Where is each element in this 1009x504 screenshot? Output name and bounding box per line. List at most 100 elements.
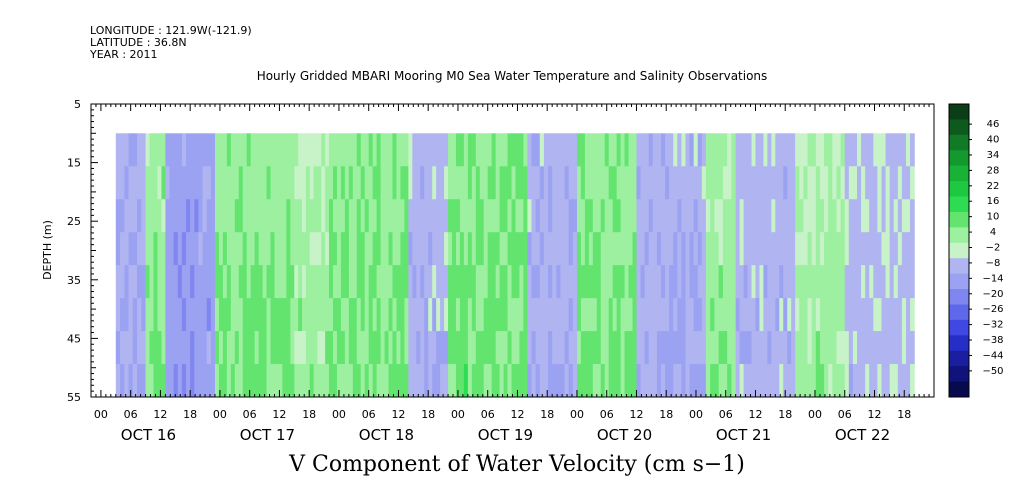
heatmap-cell bbox=[636, 199, 642, 233]
heatmap-cell bbox=[340, 199, 346, 233]
heatmap-cell bbox=[190, 133, 195, 167]
heatmap-cell bbox=[181, 298, 187, 332]
heatmap-cell bbox=[165, 364, 171, 397]
heatmap-cell bbox=[467, 298, 473, 332]
heatmap-cell bbox=[329, 265, 334, 299]
heatmap-cell bbox=[452, 364, 457, 397]
heatmap-cell bbox=[763, 133, 768, 167]
heatmap-cell bbox=[352, 133, 358, 167]
heatmap-cell bbox=[763, 166, 768, 200]
heatmap-cell bbox=[254, 364, 260, 397]
heatmap-cell bbox=[624, 199, 630, 233]
heatmap-cell bbox=[186, 166, 191, 200]
heatmap-cell bbox=[877, 265, 883, 299]
heatmap-cell bbox=[840, 265, 846, 299]
heatmap-cell bbox=[648, 133, 654, 167]
heatmap-cell bbox=[861, 364, 866, 397]
heatmap-cell bbox=[673, 199, 678, 233]
heatmap-cell bbox=[665, 364, 670, 397]
heatmap-cell bbox=[543, 298, 549, 332]
heatmap-cell bbox=[775, 265, 780, 299]
heatmap-cell bbox=[836, 265, 842, 299]
heatmap-cell bbox=[824, 232, 829, 266]
heatmap-cell bbox=[274, 265, 280, 299]
heatmap-cell bbox=[718, 199, 724, 233]
heatmap-cell bbox=[580, 364, 586, 397]
heatmap-cell bbox=[727, 199, 732, 233]
y-tick-label: 45 bbox=[67, 332, 81, 345]
heatmap-cell bbox=[368, 166, 374, 200]
x-tick-label: 00 bbox=[332, 408, 346, 421]
heatmap-cell bbox=[412, 232, 417, 266]
heatmap-cell bbox=[360, 331, 366, 365]
heatmap-cell bbox=[128, 232, 134, 266]
heatmap-cell bbox=[701, 364, 707, 397]
heatmap-cell bbox=[576, 298, 582, 332]
heatmap-cell bbox=[824, 364, 829, 397]
heatmap-cell bbox=[120, 133, 125, 167]
heatmap-cell bbox=[771, 166, 776, 200]
heatmap-cell bbox=[329, 166, 334, 200]
x-tick-label: 06 bbox=[600, 408, 614, 421]
heatmap-cell bbox=[865, 199, 870, 233]
heatmap-cell bbox=[507, 232, 513, 266]
heatmap-cell bbox=[282, 331, 287, 365]
heatmap-cell bbox=[479, 133, 485, 167]
heatmap-cell bbox=[612, 133, 618, 167]
heatmap-cell bbox=[873, 232, 879, 266]
heatmap-cell bbox=[677, 133, 682, 167]
heatmap-cell bbox=[145, 133, 151, 167]
heatmap-cell bbox=[815, 364, 821, 397]
heatmap-cell bbox=[479, 232, 485, 266]
heatmap-cell bbox=[869, 298, 874, 332]
heatmap-cell bbox=[636, 331, 642, 365]
heatmap-cell bbox=[356, 133, 362, 167]
heatmap-cell bbox=[552, 232, 557, 266]
heatmap-cell bbox=[735, 331, 741, 365]
heatmap-cell bbox=[246, 331, 252, 365]
heatmap-cell bbox=[507, 133, 513, 167]
heatmap-cell bbox=[828, 298, 833, 332]
heatmap-cell bbox=[321, 166, 326, 200]
heatmap-cell bbox=[254, 298, 260, 332]
heatmap-cell bbox=[165, 166, 171, 200]
heatmap-cell bbox=[608, 298, 614, 332]
heatmap-cell bbox=[669, 364, 674, 397]
heatmap-cell bbox=[771, 199, 776, 233]
heatmap-cell bbox=[628, 232, 634, 266]
heatmap-cell bbox=[527, 133, 533, 167]
heatmap-cell bbox=[568, 232, 574, 266]
colorbar-swatch bbox=[949, 335, 969, 352]
heatmap-cell bbox=[408, 298, 413, 332]
heatmap-cell bbox=[132, 133, 138, 167]
heatmap-cell bbox=[313, 199, 319, 233]
heatmap-cell bbox=[380, 265, 386, 299]
x-tick-label: 12 bbox=[629, 408, 643, 421]
heatmap-cell bbox=[194, 199, 200, 233]
heatmap-cell bbox=[313, 232, 319, 266]
heatmap-cell bbox=[527, 298, 533, 332]
heatmap-cell bbox=[648, 265, 654, 299]
heatmap-cell bbox=[483, 298, 489, 332]
heatmap-cell bbox=[511, 331, 517, 365]
heatmap-cell bbox=[274, 298, 280, 332]
heatmap-cell bbox=[463, 166, 469, 200]
heatmap-cell bbox=[539, 232, 545, 266]
heatmap-cell bbox=[828, 166, 833, 200]
heatmap-cell bbox=[632, 166, 638, 200]
heatmap-cell bbox=[487, 265, 493, 299]
heatmap-cell bbox=[186, 232, 191, 266]
heatmap-cell bbox=[832, 265, 838, 299]
heatmap-cell bbox=[428, 166, 433, 200]
heatmap-cell bbox=[428, 265, 433, 299]
heatmap-cell bbox=[787, 232, 792, 266]
heatmap-cell bbox=[424, 199, 429, 233]
heatmap-cell bbox=[852, 232, 858, 266]
heatmap-cell bbox=[824, 133, 829, 167]
heatmap-cell bbox=[491, 298, 497, 332]
heatmap-cell bbox=[436, 232, 441, 266]
heatmap-cell bbox=[238, 364, 244, 397]
heatmap-cell bbox=[388, 331, 394, 365]
heatmap-cell bbox=[844, 232, 850, 266]
heatmap-cell bbox=[799, 331, 805, 365]
